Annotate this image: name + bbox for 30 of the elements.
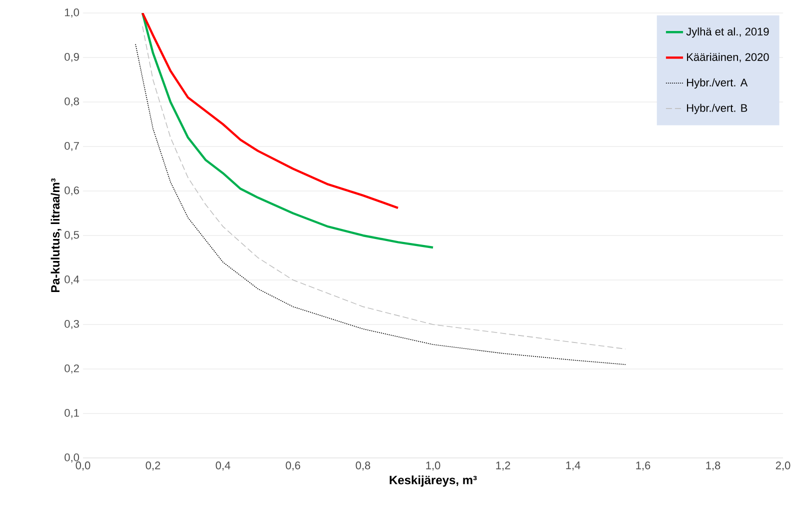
y-tick-label: 0,0 [64,453,80,463]
line-series [141,12,400,210]
x-tick-label: 1,0 [426,462,440,471]
y-tick-label: 1,0 [65,8,80,18]
y-tick-label: 0,7 [64,142,79,152]
x-tick-label: 0,8 [356,462,370,471]
x-axis-title: Keskijäreys, m³ [390,475,477,487]
legend-label: Jylhä et al., 2019 [686,27,769,38]
x-tick-label: 0,0 [76,462,90,471]
y-tick-label: 0,8 [64,97,79,107]
legend-label: Hybr./vert. B [687,104,748,114]
x-tick-label: 1,8 [706,462,720,471]
y-tick-label: 0,3 [64,320,79,330]
legend-label: Kääriäinen, 2020 [687,52,769,62]
x-tick-label: 1,6 [636,462,650,471]
x-tick-label: 0,4 [216,462,230,471]
x-tick-label: 2,0 [776,462,790,471]
y-tick-label: 0,2 [64,364,79,374]
x-tick-label: 0,6 [286,462,300,471]
x-tick-label: 1,4 [566,462,580,471]
y-tick-label: 0,5 [64,230,79,240]
y-tick-label: 0,1 [64,408,79,418]
y-tick-label: 0,6 [64,186,79,196]
y-axis-title: Pa-kulutus, litraa/m³ [50,178,62,292]
y-tick-label: 0,9 [64,52,79,62]
x-tick-label: 0,2 [146,462,160,471]
y-tick-label: 0,4 [64,275,80,285]
x-tick-label: 1,2 [496,462,510,471]
line-series [141,12,434,249]
legend-label: Hybr./vert. A [687,78,748,89]
